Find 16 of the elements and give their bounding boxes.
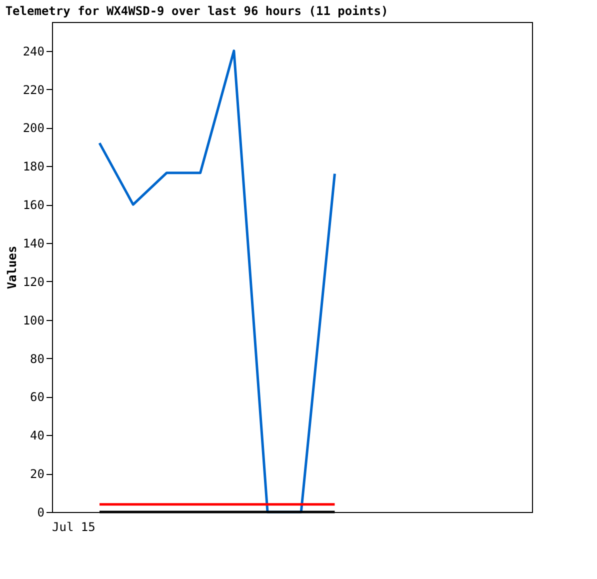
- y-tick-label: 160: [22, 198, 44, 212]
- y-tick-label: 40: [30, 428, 44, 443]
- y-tick-label: 140: [22, 236, 44, 250]
- y-tick-label: 0: [37, 506, 44, 520]
- y-tick-label: 120: [22, 274, 44, 289]
- y-tick-label: 80: [30, 352, 44, 366]
- text: Jul 15: [52, 520, 96, 534]
- y-tick-label: 20: [30, 467, 44, 482]
- y-tick-label: 180: [22, 160, 44, 174]
- chart-title: Telemetry for WX4WSD-9 over last 96 hours (11 points): [5, 4, 388, 18]
- y-tick-label: 220: [22, 82, 44, 97]
- y-tick-label: 60: [30, 390, 44, 404]
- y-axis-title: Values: [4, 246, 19, 290]
- y-tick-label: 200: [22, 121, 44, 136]
- y-tick-label: 100: [22, 313, 44, 328]
- y-tick-label: 240: [22, 44, 44, 58]
